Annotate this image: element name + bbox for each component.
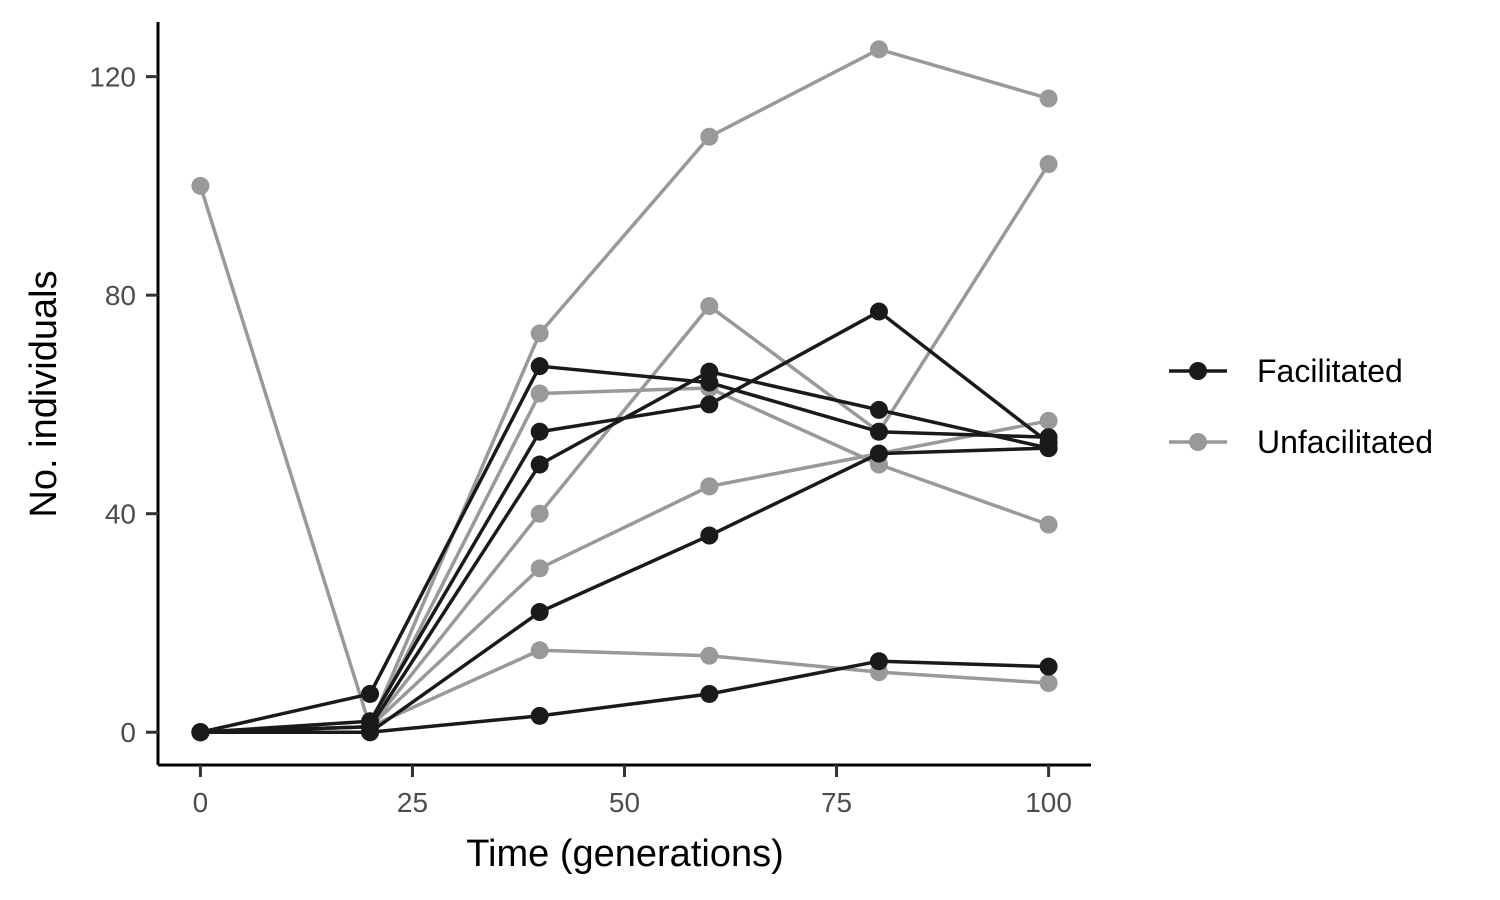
x-axis-title: Time (generations): [466, 833, 784, 875]
data-point: [700, 297, 719, 316]
data-point: [530, 504, 549, 523]
series-facilitated: [191, 439, 1058, 742]
data-point: [530, 455, 549, 474]
data-point: [1039, 674, 1058, 693]
data-point: [869, 40, 888, 59]
series-line: [200, 659, 1049, 734]
y-tick-label: 120: [89, 62, 136, 93]
legend: Facilitated Unfacilitated: [1169, 353, 1433, 460]
data-point: [191, 723, 210, 742]
data-point: [1039, 411, 1058, 430]
legend-item-unfacilitated: Unfacilitated: [1169, 424, 1433, 460]
data-point: [700, 395, 719, 414]
data-point: [700, 526, 719, 545]
data-point: [191, 176, 210, 195]
data-point: [869, 444, 888, 463]
y-tick-label: 40: [105, 499, 136, 530]
data-point: [530, 422, 549, 441]
series-line: [200, 364, 1049, 734]
data-point: [869, 400, 888, 419]
series-facilitated: [191, 652, 1058, 742]
y-tick-label: 0: [120, 717, 136, 748]
data-point: [361, 723, 380, 742]
series-facilitated: [191, 362, 1058, 742]
x-tick-label: 25: [397, 787, 428, 818]
data-point: [700, 684, 719, 703]
data-point: [700, 477, 719, 496]
x-tick-label: 100: [1025, 787, 1072, 818]
y-axis-title: No. individuals: [23, 270, 65, 517]
legend-marker: [1189, 433, 1207, 451]
series-facilitated: [191, 357, 1058, 742]
data-point: [869, 652, 888, 671]
legend-item-facilitated: Facilitated: [1169, 353, 1403, 389]
data-point: [1039, 657, 1058, 676]
series-line: [200, 369, 1049, 734]
data-point: [1039, 155, 1058, 174]
series-line: [200, 419, 1049, 734]
data-point: [361, 684, 380, 703]
legend-label: Facilitated: [1257, 353, 1403, 389]
series-line: [200, 163, 1051, 734]
data-point: [530, 706, 549, 725]
data-point: [530, 641, 549, 660]
data-point: [700, 127, 719, 146]
y-tick-label: 80: [105, 280, 136, 311]
plot-series: [191, 40, 1058, 742]
data-point: [869, 302, 888, 321]
data-point: [530, 603, 549, 622]
data-point: [1039, 89, 1058, 108]
x-tick-label: 0: [193, 787, 209, 818]
series-line: [200, 386, 1050, 734]
data-point: [1039, 515, 1058, 534]
data-point: [1039, 439, 1058, 458]
data-point: [869, 422, 888, 441]
data-point: [530, 357, 549, 376]
data-point: [530, 384, 549, 403]
data-point: [530, 324, 549, 343]
series-unfacilitated: [191, 40, 1058, 736]
series-line: [198, 47, 1050, 729]
x-ticks: 0 25 50 75 100: [193, 765, 1072, 818]
y-ticks: 0 40 80 120: [89, 62, 158, 748]
data-point: [700, 362, 719, 381]
x-tick-label: 50: [609, 787, 640, 818]
legend-label: Unfacilitated: [1257, 424, 1433, 460]
data-point: [700, 646, 719, 665]
x-tick-label: 75: [821, 787, 852, 818]
legend-marker: [1189, 362, 1207, 380]
series-unfacilitated: [191, 641, 1058, 742]
data-point: [530, 559, 549, 578]
